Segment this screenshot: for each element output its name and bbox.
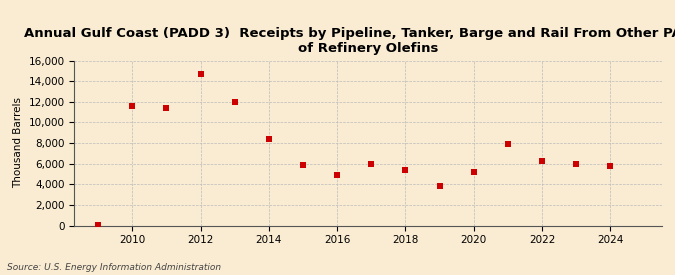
- Point: [298, 163, 308, 167]
- Point: [331, 173, 342, 177]
- Y-axis label: Thousand Barrels: Thousand Barrels: [13, 98, 23, 188]
- Point: [605, 163, 616, 168]
- Point: [366, 161, 377, 166]
- Point: [161, 106, 172, 110]
- Point: [502, 142, 513, 146]
- Point: [263, 137, 274, 141]
- Point: [127, 104, 138, 108]
- Point: [468, 170, 479, 174]
- Point: [400, 168, 411, 172]
- Point: [571, 161, 582, 166]
- Point: [434, 184, 445, 189]
- Point: [230, 100, 240, 104]
- Text: Source: U.S. Energy Information Administration: Source: U.S. Energy Information Administ…: [7, 263, 221, 272]
- Point: [92, 223, 103, 227]
- Point: [537, 158, 547, 163]
- Title: Annual Gulf Coast (PADD 3)  Receipts by Pipeline, Tanker, Barge and Rail From Ot: Annual Gulf Coast (PADD 3) Receipts by P…: [24, 27, 675, 55]
- Point: [195, 72, 206, 76]
